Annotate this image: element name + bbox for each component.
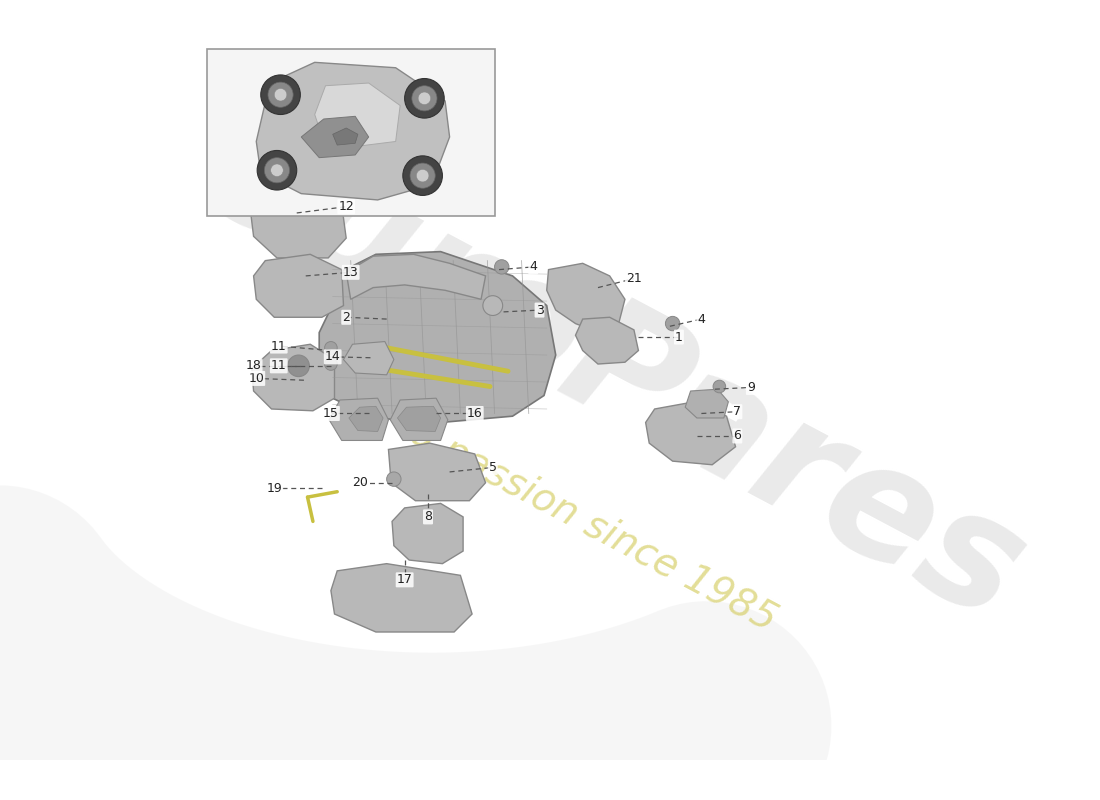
Text: 10: 10 bbox=[249, 372, 264, 385]
Polygon shape bbox=[646, 402, 736, 465]
Polygon shape bbox=[392, 503, 463, 564]
Text: 3: 3 bbox=[536, 303, 543, 317]
Polygon shape bbox=[331, 564, 472, 632]
Circle shape bbox=[483, 296, 503, 315]
Circle shape bbox=[403, 156, 442, 195]
Polygon shape bbox=[397, 406, 441, 431]
Circle shape bbox=[411, 86, 437, 111]
Polygon shape bbox=[343, 342, 394, 375]
Text: 16: 16 bbox=[466, 407, 483, 420]
Text: 4: 4 bbox=[697, 313, 705, 326]
Circle shape bbox=[416, 170, 429, 182]
Text: 11: 11 bbox=[271, 339, 287, 353]
Circle shape bbox=[274, 89, 287, 101]
Circle shape bbox=[324, 358, 338, 370]
Text: 2: 2 bbox=[342, 310, 350, 324]
Text: 6: 6 bbox=[734, 430, 741, 442]
Polygon shape bbox=[388, 443, 485, 501]
Polygon shape bbox=[254, 254, 343, 318]
Text: 20: 20 bbox=[352, 476, 367, 490]
Polygon shape bbox=[256, 62, 450, 200]
Polygon shape bbox=[301, 116, 368, 158]
Text: 4: 4 bbox=[529, 261, 537, 274]
Polygon shape bbox=[319, 252, 556, 422]
Circle shape bbox=[666, 316, 680, 330]
Polygon shape bbox=[346, 254, 485, 299]
Text: 18: 18 bbox=[245, 359, 262, 372]
Circle shape bbox=[257, 150, 297, 190]
Text: 15: 15 bbox=[323, 407, 339, 420]
Polygon shape bbox=[575, 318, 638, 364]
Circle shape bbox=[324, 342, 338, 354]
Circle shape bbox=[264, 158, 289, 183]
Polygon shape bbox=[332, 128, 358, 145]
Polygon shape bbox=[315, 83, 400, 146]
Circle shape bbox=[495, 260, 509, 274]
Polygon shape bbox=[349, 406, 383, 431]
Polygon shape bbox=[252, 344, 334, 410]
Polygon shape bbox=[329, 398, 388, 441]
Text: 14: 14 bbox=[324, 350, 341, 363]
Text: 19: 19 bbox=[266, 482, 282, 494]
Text: euroPares: euroPares bbox=[175, 91, 1048, 654]
Circle shape bbox=[713, 380, 726, 393]
Text: 9: 9 bbox=[747, 381, 755, 394]
Circle shape bbox=[410, 163, 436, 188]
Text: 11: 11 bbox=[271, 359, 287, 372]
Circle shape bbox=[261, 75, 300, 114]
Circle shape bbox=[387, 472, 402, 486]
Text: 7: 7 bbox=[734, 405, 741, 418]
Text: 13: 13 bbox=[343, 266, 359, 279]
Text: 17: 17 bbox=[397, 574, 412, 586]
Circle shape bbox=[405, 78, 444, 118]
Polygon shape bbox=[250, 177, 346, 258]
Polygon shape bbox=[547, 263, 625, 333]
Circle shape bbox=[271, 164, 284, 177]
Bar bbox=[207, 50, 495, 216]
Polygon shape bbox=[390, 398, 448, 441]
Text: 5: 5 bbox=[488, 461, 497, 474]
Text: 21: 21 bbox=[626, 272, 641, 285]
Circle shape bbox=[268, 82, 293, 107]
Text: 12: 12 bbox=[339, 200, 354, 213]
Circle shape bbox=[288, 355, 309, 377]
Text: 8: 8 bbox=[424, 510, 432, 523]
Text: 1: 1 bbox=[675, 330, 683, 343]
Polygon shape bbox=[685, 390, 728, 418]
Text: a passion since 1985: a passion since 1985 bbox=[404, 413, 783, 638]
Circle shape bbox=[418, 92, 431, 105]
